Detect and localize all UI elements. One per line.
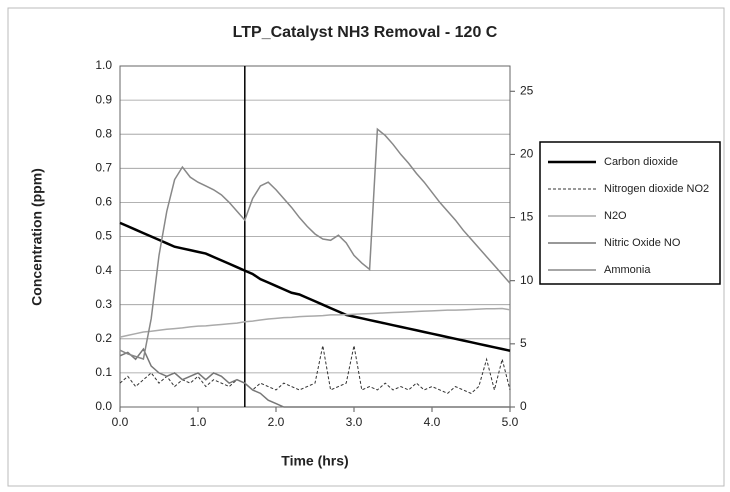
legend-label: Carbon dioxide [604, 156, 678, 168]
y-tick-label: 0.7 [95, 160, 112, 174]
y-tick-label: 0.5 [95, 229, 112, 243]
y2-tick-label: 20 [520, 147, 534, 161]
legend-box [539, 141, 721, 285]
x-tick-label: 2.0 [268, 415, 285, 429]
y2-tick-label: 25 [520, 83, 534, 97]
series-line [119, 307, 511, 338]
y2-tick-label: 10 [520, 273, 534, 287]
x-tick-label: 3.0 [346, 415, 363, 429]
chart-title: LTP_Catalyst NH3 Removal - 120 C [233, 24, 498, 41]
y-tick-label: 0.0 [95, 399, 112, 413]
series-line [119, 221, 511, 352]
y-tick-label: 0.2 [95, 331, 112, 345]
series-line [119, 127, 511, 360]
legend-label: N2O [604, 210, 627, 222]
legend-label: Nitrogen dioxide NO2 [604, 183, 709, 195]
x-tick-label: 4.0 [424, 415, 441, 429]
legend-label: Ammonia [604, 264, 651, 276]
y2-tick-label: 5 [520, 336, 527, 350]
y-axis-label: Concentration (ppm) [29, 168, 45, 306]
y2-tick-label: 15 [520, 210, 534, 224]
y-tick-label: 0.3 [95, 297, 112, 311]
x-tick-label: 5.0 [502, 415, 519, 429]
y-tick-label: 0.8 [95, 126, 112, 140]
y-tick-label: 0.9 [95, 92, 112, 106]
y-tick-label: 0.4 [95, 263, 112, 277]
series-line [119, 345, 511, 394]
legend-label: Nitric Oxide NO [604, 237, 681, 249]
y2-tick-label: 0 [520, 399, 527, 413]
x-axis-label: Time (hrs) [281, 453, 348, 469]
y-tick-label: 0.1 [95, 365, 112, 379]
y-tick-label: 1.0 [95, 58, 112, 72]
series-line [119, 347, 510, 408]
x-tick-label: 1.0 [190, 415, 207, 429]
x-tick-label: 0.0 [112, 415, 129, 429]
y-tick-label: 0.6 [95, 195, 112, 209]
